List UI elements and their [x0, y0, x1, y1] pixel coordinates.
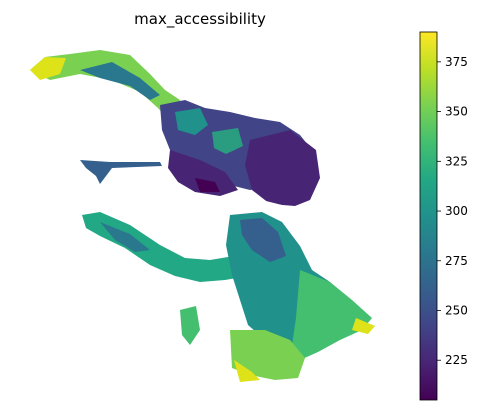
map-region-north-strip-teal: [80, 62, 160, 100]
colorbar-tick-label: 375: [445, 55, 468, 69]
colorbar-tick-label: 250: [445, 303, 468, 317]
map-region-north-teal-patch: [175, 108, 208, 135]
map-title: max_accessibility: [134, 10, 266, 29]
map-region-south-west-bits: [180, 306, 200, 345]
map-region-west-islands: [80, 160, 162, 184]
map-region-central-darkest: [195, 178, 220, 192]
colorbar-tick-label: 325: [445, 154, 468, 168]
map-region-south-west-peninsula: [82, 212, 258, 282]
map-region-peninsula-teal: [100, 222, 150, 252]
colorbar-tick-label: 300: [445, 204, 468, 218]
map-region-far-south-yellow: [234, 360, 260, 382]
map-region-south-central-blue: [240, 218, 286, 262]
map-region-central-west: [168, 150, 238, 196]
colorbar: [419, 31, 438, 401]
map-region-north-west-yellow: [30, 57, 66, 80]
colorbar-tick-label: 275: [445, 254, 468, 268]
map-region-north-west-coast: [30, 50, 185, 122]
map-region-north-green-patch: [212, 128, 243, 154]
map-area: [30, 50, 375, 382]
colorbar-ticks: 225 250 275 300 325 350 375: [437, 55, 468, 367]
colorbar-tick-label: 225: [445, 353, 468, 367]
map-region-south-east-yellow: [352, 318, 375, 334]
colorbar-tick-label: 350: [445, 105, 468, 119]
map-region-far-south-east: [230, 330, 305, 380]
map-river: [232, 198, 298, 270]
map-region-central-east: [245, 130, 320, 206]
map-region-south-east: [292, 270, 372, 360]
